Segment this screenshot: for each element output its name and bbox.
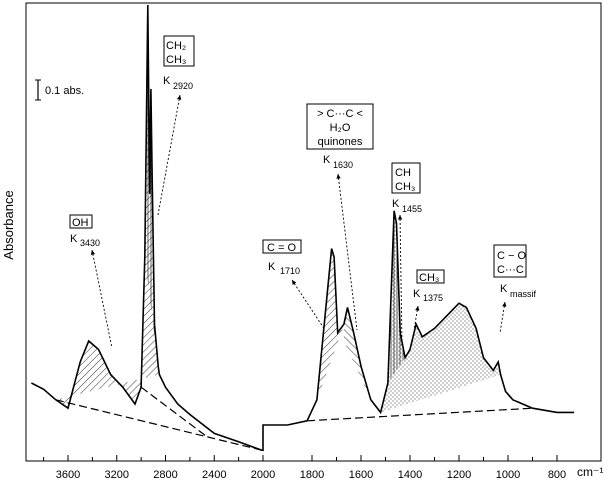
arrow-c1710-head	[292, 280, 297, 285]
annotation-kmassif-sub: massif	[510, 289, 537, 299]
annotation-oh: OH K 3430	[69, 214, 100, 248]
arrow-ch2920-head	[177, 95, 182, 100]
plot-frame	[25, 2, 602, 462]
annotation-k1710-k: K	[268, 261, 276, 273]
band-fills	[55, 5, 501, 413]
x-tick-label: 1800	[300, 469, 324, 481]
scale-bar-label: 0.1 abs.	[45, 85, 84, 97]
annotation-ch3-1375: CH₃ K 1375	[413, 269, 445, 303]
annotation-ch-ch3: CH CH₃ K 1455	[391, 162, 422, 214]
annotation-k1630-k: K	[323, 154, 331, 166]
arrow-oh-head	[90, 250, 96, 255]
annotation-k1455-k: K	[392, 198, 400, 210]
annotation-k1375-sub: 1375	[423, 293, 443, 303]
arrow-c1630-head	[336, 174, 341, 179]
x-tick-label: 3600	[56, 469, 80, 481]
band-ch-bend-fill	[387, 210, 406, 383]
arrow-c1630	[337, 173, 358, 331]
x-tick-label: 2800	[153, 469, 177, 481]
x-axis-ticks: 3600 3200 2800 2400 2000 1800 1600 1400 1200 1000…	[43, 455, 566, 481]
spectrum-line	[31, 4, 575, 451]
x-tick-label: 1200	[447, 469, 471, 481]
x-tick-label: 1600	[349, 469, 373, 481]
annotation-ch2-text: CH₂	[166, 40, 186, 52]
annotation-k1710-sub: 1710	[280, 266, 300, 276]
arrow-c1710	[291, 279, 326, 331]
scale-bar: 0.1 abs.	[35, 79, 84, 101]
annotation-h2o-text: H₂O	[330, 122, 351, 134]
annotation-ch3b-text: CH₃	[395, 181, 415, 193]
annotation-k1375-k: K	[413, 288, 421, 300]
y-axis-label: Absorbance	[1, 190, 16, 259]
band-co-fill	[316, 248, 348, 400]
arrow-massif	[499, 301, 506, 334]
band-cc-fill	[343, 307, 371, 400]
annotation-ch-text: CH	[395, 167, 411, 179]
annotation-cc-text: > C···C <	[317, 108, 363, 120]
x-axis-unit: cm⁻¹	[577, 465, 603, 479]
annotation-oh-ksub: 3430	[80, 238, 100, 248]
annotation-quinones-text: quinones	[318, 136, 363, 148]
annotation-cc2-text: C···C	[497, 264, 524, 276]
annotation-ch3-text: CH₃	[166, 54, 186, 66]
annotation-ch3c-text: CH₃	[419, 272, 439, 284]
x-tick-label: 2000	[251, 469, 275, 481]
annotation-c-o-c-c: C − O C···C K massif	[493, 244, 537, 299]
annotation-co2-text: C − O	[497, 250, 526, 262]
annotation-k2920-sub: 2920	[173, 81, 193, 91]
baseline-oh	[55, 399, 262, 451]
arrow-massif-head	[502, 302, 507, 307]
annotation-k1630-sub: 1630	[333, 160, 353, 170]
x-tick-label: 1000	[496, 469, 520, 481]
arrow-ch1375-head	[415, 306, 420, 311]
band-massif-fill	[380, 210, 501, 413]
annotation-cc-h2o: > C···C < H₂O quinones K 1630	[306, 103, 374, 170]
annotation-oh-text: OH	[72, 217, 89, 229]
arrow-ch1455-head	[397, 215, 403, 220]
annotation-c-o: C = O K 1710	[262, 239, 302, 276]
annotation-k2920-k: K	[163, 75, 171, 87]
baseline-fingerprint	[307, 407, 533, 422]
x-tick-label: 3200	[105, 469, 129, 481]
annotation-oh-k: K	[70, 233, 78, 245]
arrow-oh	[91, 249, 113, 349]
baseline-ch	[140, 386, 209, 439]
arrow-ch2920	[157, 94, 181, 216]
x-tick-label: 800	[548, 469, 566, 481]
x-tick-label: 1400	[398, 469, 422, 481]
annotation-ch2-ch3: CH₂ CH₃ K 2920	[163, 35, 195, 91]
arrow-ch1455	[399, 214, 403, 346]
annotation-arrows	[90, 94, 507, 349]
x-tick-label: 2400	[202, 469, 226, 481]
annotation-kmassif-k: K	[500, 283, 508, 295]
baselines	[55, 386, 533, 451]
annotation-k1455-sub: 1455	[402, 204, 422, 214]
annotation-co-text: C = O	[267, 242, 296, 254]
